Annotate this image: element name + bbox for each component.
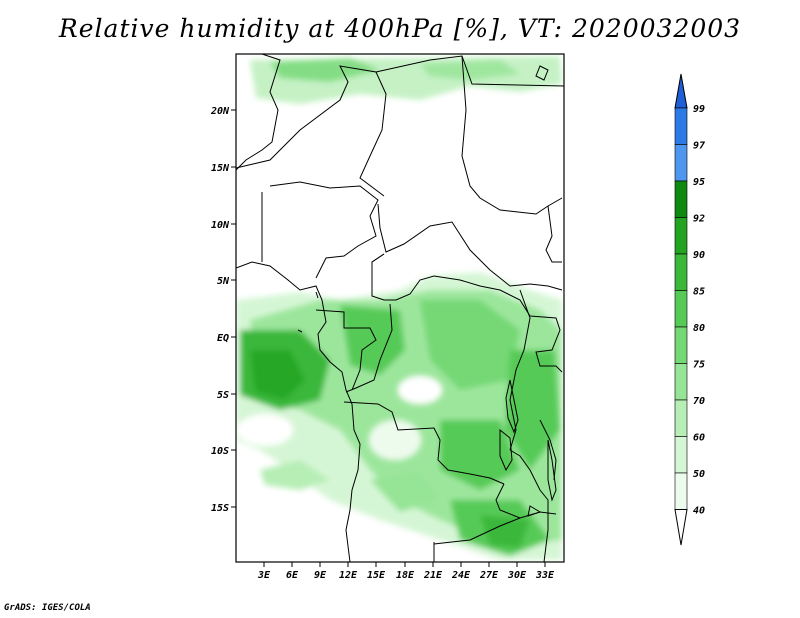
lat-label: 20N	[210, 106, 230, 117]
colorbar-label: 40	[693, 506, 705, 517]
humidity-shading	[236, 56, 562, 560]
lon-label: 21E	[423, 570, 443, 581]
lat-label: EQ	[217, 333, 229, 344]
colorbar-label: 92	[693, 214, 705, 225]
colorbar-label: 70	[693, 396, 705, 407]
grads-credit: GrADS: IGES/COLA	[4, 603, 91, 613]
lat-label: 15N	[211, 163, 230, 174]
lon-label: 3E	[257, 570, 271, 581]
chart-title: Relative humidity at 400hPa [%], VT: 202…	[58, 14, 742, 43]
colorbar-bottom-triangle	[674, 509, 688, 546]
latitude-axis	[231, 109, 236, 508]
lat-label: 15S	[211, 503, 229, 514]
colorbar-top-triangle	[674, 73, 688, 109]
country-boundaries	[236, 54, 564, 562]
colorbar-segment	[674, 217, 688, 255]
colorbar-label: 80	[693, 323, 705, 334]
lat-label: 10N	[211, 220, 230, 231]
colorbar-segment	[674, 290, 688, 328]
lat-label: 10S	[211, 446, 229, 457]
lon-label: 24E	[451, 570, 471, 581]
lat-label: 5S	[217, 390, 229, 401]
map-frame	[235, 53, 565, 563]
lon-label: 27E	[479, 570, 499, 581]
lon-label: 6E	[286, 570, 299, 581]
colorbar-label: 85	[693, 287, 705, 298]
colorbar-label: 60	[693, 433, 705, 444]
colorbar-label: 99	[693, 104, 705, 115]
lon-label: 33E	[535, 570, 555, 581]
colorbar-segment	[674, 107, 688, 145]
colorbar-label: 75	[693, 360, 705, 371]
colorbar-segment	[674, 399, 688, 437]
lon-label: 9E	[314, 570, 327, 581]
colorbar-label: 97	[693, 141, 705, 152]
lon-label: 30E	[507, 570, 527, 581]
longitude-axis	[263, 562, 546, 567]
lon-label: 12E	[339, 570, 358, 581]
lat-label: 5N	[217, 276, 230, 287]
colorbar-segment	[674, 363, 688, 401]
colorbar-segment	[674, 144, 688, 182]
colorbar-label: 95	[693, 177, 705, 188]
colorbar-segment	[674, 436, 688, 474]
lon-label: 18E	[396, 570, 415, 581]
colorbar-segment	[674, 253, 688, 291]
colorbar-label: 90	[693, 250, 705, 261]
colorbar	[674, 73, 688, 546]
colorbar-segment	[674, 472, 688, 510]
colorbar-label: 50	[693, 469, 705, 480]
colorbar-segment	[674, 180, 688, 218]
colorbar-segment	[674, 326, 688, 364]
lon-label: 15E	[367, 570, 386, 581]
